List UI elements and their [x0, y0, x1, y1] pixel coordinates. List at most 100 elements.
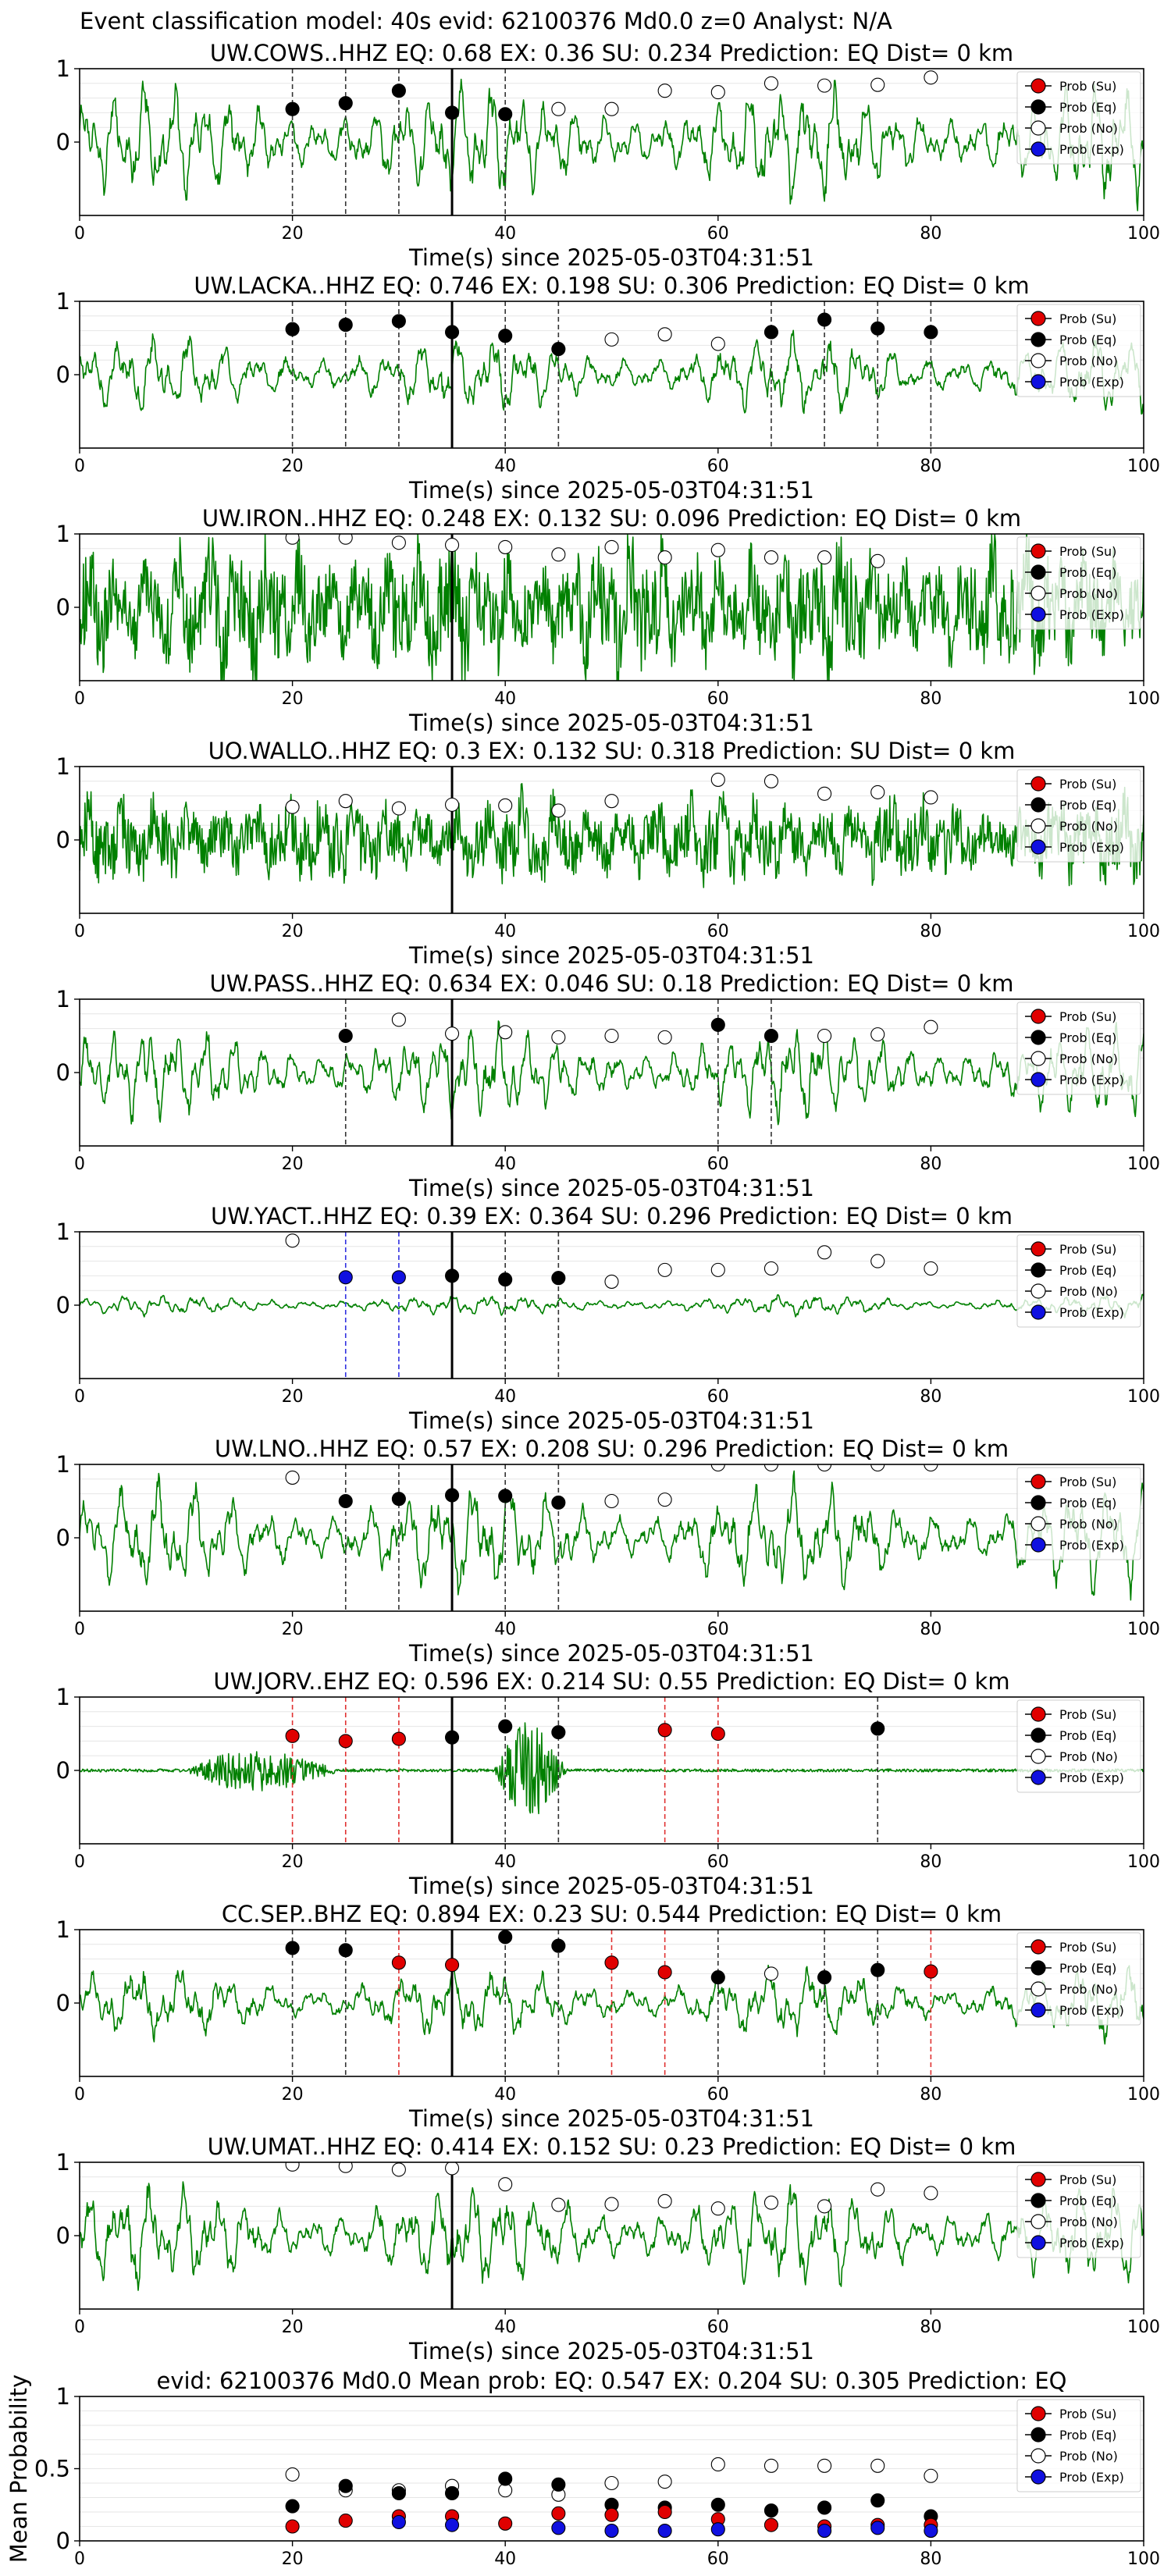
mean-point-exp: [391, 2514, 406, 2529]
prob-point-su: [444, 1958, 460, 1973]
prob-point-no: [870, 77, 885, 92]
x-tick-label: 20: [282, 1620, 304, 1639]
x-axis-label: Time(s) since 2025-05-03T04:31:51: [408, 1407, 814, 1434]
prob-point-no: [710, 85, 725, 100]
x-tick-label: 80: [920, 1387, 941, 1407]
x-axis-label: Time(s) since 2025-05-03T04:31:51: [408, 942, 814, 969]
prob-point-eq: [285, 1941, 300, 1955]
x-tick-label: 20: [282, 922, 304, 941]
prob-point-eq: [870, 1721, 885, 1736]
legend-label-exp: Prob (Exp): [1059, 1305, 1124, 1320]
legend-label-no: Prob (No): [1059, 1982, 1118, 1997]
panel-title: UW.IRON..HHZ EQ: 0.248 EX: 0.132 SU: 0.0…: [202, 505, 1021, 532]
prob-point-no: [763, 2195, 779, 2210]
mean-point-eq: [285, 2499, 300, 2514]
x-tick-label: 60: [707, 224, 729, 244]
legend-label-no: Prob (No): [1059, 586, 1118, 601]
mean-point-exp: [924, 2524, 938, 2539]
legend-marker-eq: [1030, 2427, 1046, 2443]
x-tick-label: 40: [494, 2549, 516, 2569]
mean-point-su: [657, 2504, 672, 2520]
prob-point-eq: [285, 322, 300, 336]
x-tick-label: 0: [74, 2549, 85, 2569]
y-tick-label: 1: [56, 753, 70, 780]
panels: UW.COWS..HHZ EQ: 0.68 EX: 0.36 SU: 0.234…: [5, 40, 1160, 2569]
prob-point-eq: [551, 1725, 566, 1740]
plot-area: [80, 1930, 1144, 2076]
x-axis-label: Time(s) since 2025-05-03T04:31:51: [408, 244, 814, 271]
prob-point-eq: [551, 1271, 566, 1286]
y-tick-label: 1: [56, 986, 70, 1012]
mean-point-exp: [710, 2522, 725, 2537]
x-tick-label: 60: [707, 922, 729, 941]
legend-marker-su: [1030, 1474, 1046, 1489]
prob-point-no: [657, 327, 672, 342]
panel-title: UW.UMAT..HHZ EQ: 0.414 EX: 0.152 SU: 0.2…: [208, 2133, 1016, 2160]
panel-title: UW.JORV..EHZ EQ: 0.596 EX: 0.214 SU: 0.5…: [213, 1668, 1009, 1695]
prob-point-no: [924, 1464, 938, 1472]
legend-label-su: Prob (Su): [1059, 2172, 1116, 2187]
prob-point-eq: [498, 1272, 513, 1287]
x-tick-label: 20: [282, 1155, 304, 1174]
prob-point-no: [763, 1464, 778, 1472]
legend-label-exp: Prob (Exp): [1059, 2236, 1124, 2250]
prob-point-no: [444, 1026, 460, 1041]
prob-point-no: [391, 535, 406, 550]
mean-point-eq: [817, 2500, 832, 2515]
prob-point-no: [924, 70, 938, 85]
plot-area: [80, 1464, 1144, 1611]
panel-title: UW.COWS..HHZ EQ: 0.68 EX: 0.36 SU: 0.234…: [210, 40, 1013, 66]
prob-point-no: [604, 1274, 619, 1289]
mean-point-exp: [870, 2521, 885, 2535]
x-tick-label: 0: [74, 1852, 85, 1872]
prob-point-no: [924, 790, 938, 805]
prob-point-eq: [391, 84, 406, 98]
legend-frame: [1016, 1699, 1141, 1793]
x-tick-label: 20: [282, 1852, 304, 1872]
x-tick-label: 20: [282, 689, 304, 709]
legend-marker-eq: [1030, 1030, 1046, 1045]
prob-point-eq: [498, 1489, 513, 1503]
panel-title: evid: 62100376 Md0.0 Mean prob: EQ: 0.54…: [157, 2368, 1067, 2394]
x-axis-label: Time(s) since 2025-05-03T04:31:51: [408, 2105, 814, 2132]
prob-point-no: [551, 803, 566, 818]
x-tick-label: 0: [74, 689, 85, 709]
legend-label-eq: Prob (Eq): [1059, 1263, 1116, 1278]
legend-marker-su: [1030, 1241, 1046, 1257]
legend-label-no: Prob (No): [1059, 1749, 1118, 1764]
legend-marker-exp: [1030, 1770, 1046, 1785]
legend: Prob (Su) Prob (Eq) Prob (No) Prob (Exp): [1016, 2165, 1141, 2258]
x-axis-label: Time(s) since 2025-05-03T04:31:51: [408, 477, 814, 503]
prob-point-no: [657, 84, 672, 98]
prob-point-no: [710, 2201, 725, 2216]
y-tick-label: 0: [56, 129, 70, 155]
station-panel-2: UW.LACKA..HHZ EQ: 0.746 EX: 0.198 SU: 0.…: [56, 272, 1160, 503]
x-tick-label: 100: [1127, 1155, 1160, 1174]
prob-point-no: [657, 550, 672, 565]
mean-point-eq: [444, 2485, 460, 2500]
legend-label-exp: Prob (Exp): [1059, 2003, 1124, 2018]
legend-marker-exp: [1030, 2002, 1046, 2018]
y-tick-label: 0: [56, 1292, 70, 1318]
legend-marker-no: [1030, 120, 1046, 136]
prob-point-eq: [710, 1970, 725, 1985]
legend-frame: [1016, 1932, 1141, 2026]
prob-point-no: [710, 1464, 725, 1472]
plot-area: [285, 2457, 938, 2539]
prob-point-no: [710, 1262, 725, 1277]
prob-point-no: [817, 1028, 832, 1044]
prob-point-no: [444, 538, 460, 553]
plot-area: [80, 534, 1144, 681]
prob-point-no: [817, 1464, 832, 1472]
legend-label-exp: Prob (Exp): [1059, 142, 1124, 157]
legend-label-su: Prob (Su): [1059, 1242, 1116, 1257]
legend-label-no: Prob (No): [1059, 1051, 1118, 1066]
mean-point-eq: [870, 2493, 885, 2508]
legend-label-eq: Prob (Eq): [1059, 565, 1116, 580]
gridlines: [80, 1013, 1144, 1059]
legend-label-exp: Prob (Exp): [1059, 1073, 1124, 1087]
waveform-trace: [80, 1293, 1144, 1318]
mean-point-su: [551, 2506, 566, 2521]
legend-label-su: Prob (Su): [1059, 1940, 1116, 1955]
x-tick-label: 80: [920, 457, 941, 476]
